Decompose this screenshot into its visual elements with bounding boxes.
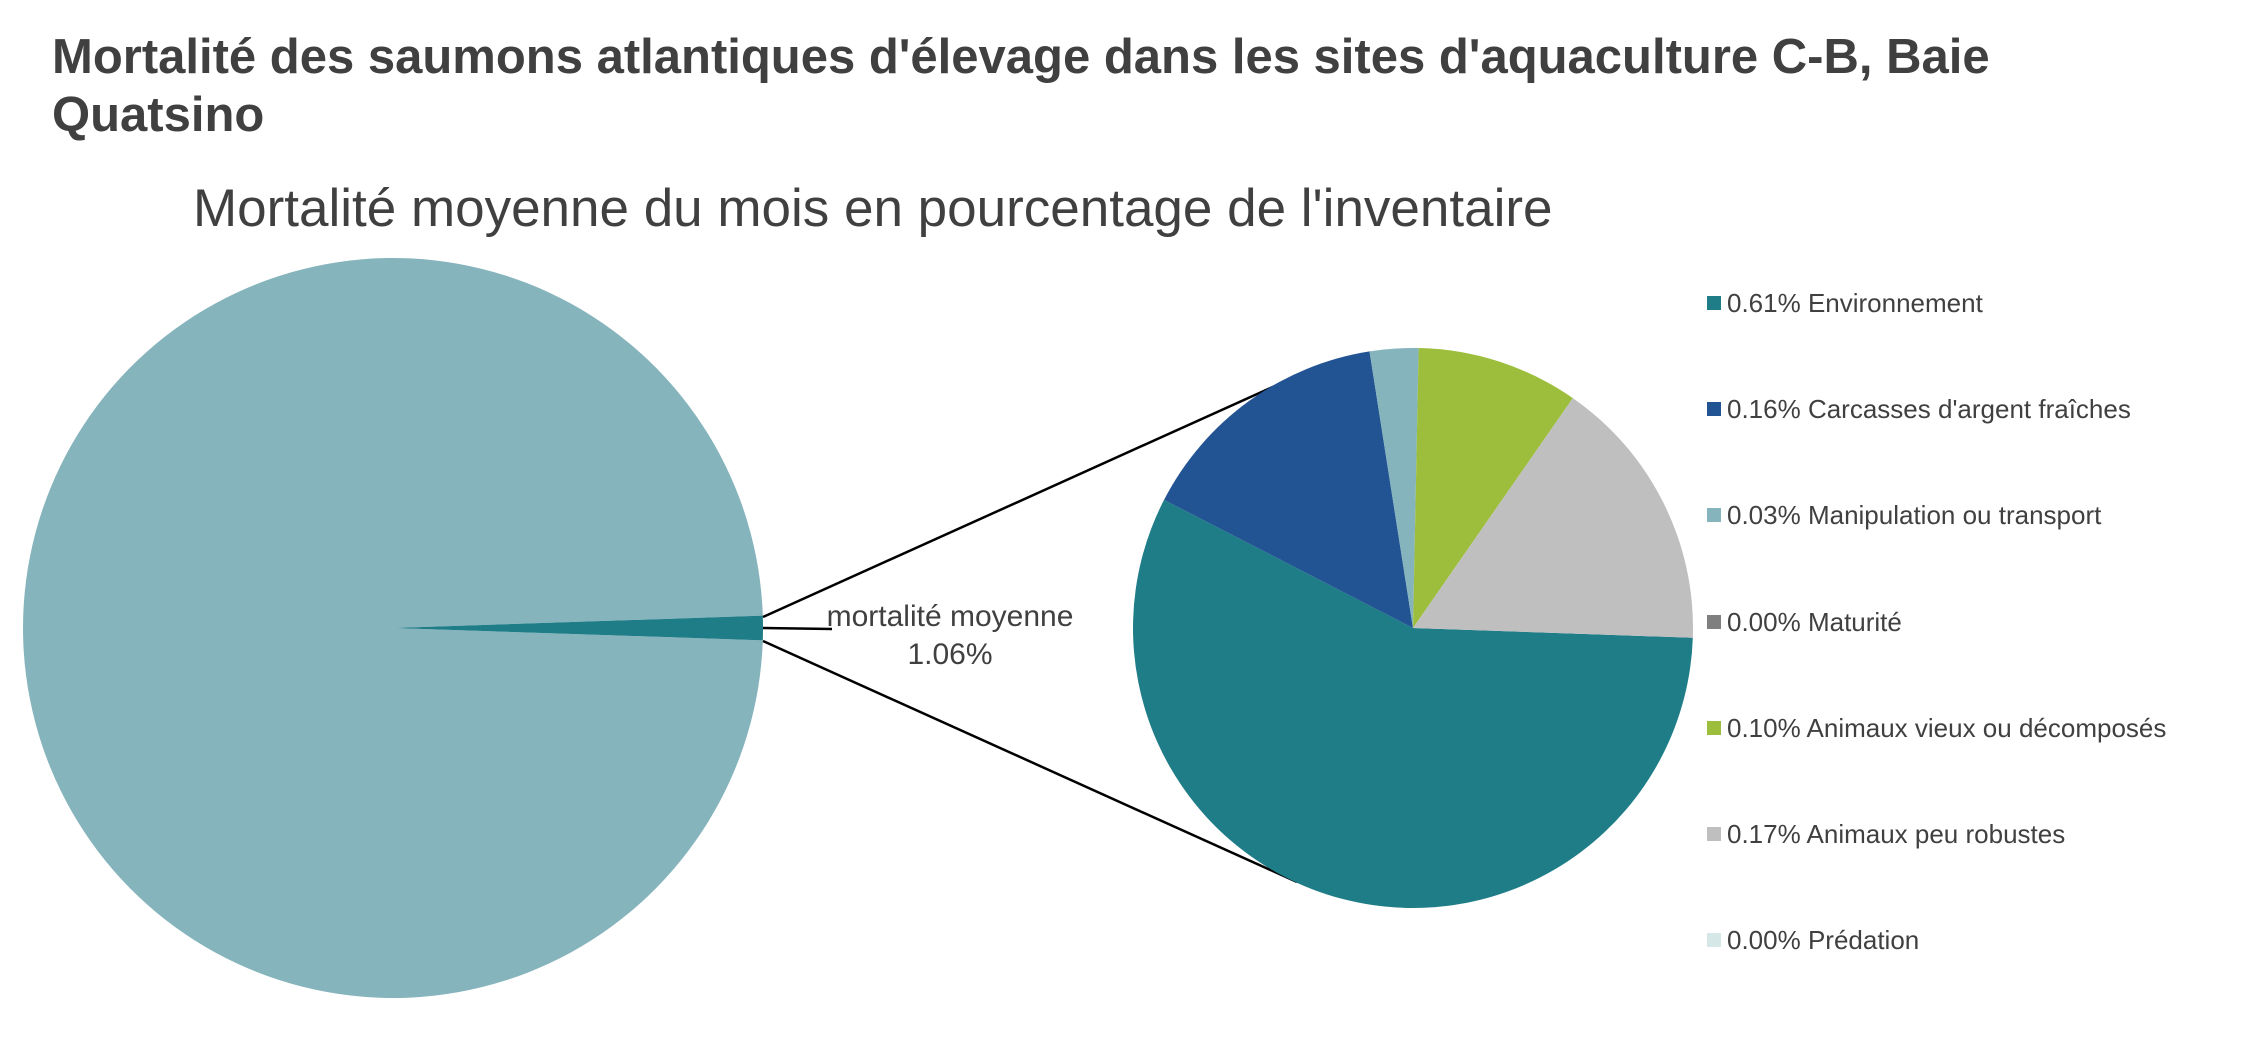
legend-label: 0.10% Animaux vieux ou décomposés — [1727, 712, 2167, 743]
secondary-pie-slice — [1369, 348, 1419, 628]
legend-item: 0.17% Animaux peu robustes — [1707, 814, 2065, 854]
legend-swatch-icon — [1707, 827, 1721, 841]
chart-title: Mortalité des saumons atlantiques d'élev… — [52, 30, 1990, 142]
primary-pie-slice-survivors — [22, 258, 763, 999]
legend-label: 0.16% Carcasses d'argent fraîches — [1727, 393, 2131, 424]
primary-pie — [22, 258, 763, 999]
label-leader-line — [762, 626, 833, 631]
legend-item: 0.10% Animaux vieux ou décomposés — [1707, 708, 2166, 748]
connector-lines — [762, 374, 1298, 884]
total-mortality-label: mortalité moyenne 1.06% — [820, 598, 1080, 674]
legend-swatch-icon — [1707, 508, 1721, 522]
total-mortality-caption: mortalité moyenne — [826, 600, 1074, 633]
secondary-pie-slice — [1413, 348, 1573, 628]
primary-pie-slice-mortality — [393, 615, 763, 641]
legend-item: 0.03% Manipulation ou transport — [1707, 495, 2101, 535]
legend-item: 0.16% Carcasses d'argent fraîches — [1707, 389, 2131, 429]
legend-swatch-icon — [1707, 615, 1721, 629]
legend-label: 0.00% Prédation — [1727, 924, 1920, 955]
legend-swatch-icon — [1707, 721, 1721, 735]
secondary-pie — [1133, 348, 1693, 908]
connector-line-bottom — [762, 639, 1298, 884]
legend-label: 0.17% Animaux peu robustes — [1727, 818, 2066, 849]
legend-swatch-icon — [1707, 933, 1721, 947]
connector-line-top — [762, 374, 1298, 619]
secondary-pie-slice — [1164, 351, 1413, 628]
chart-subtitle: Mortalité moyenne du mois en pourcentage… — [193, 179, 1553, 238]
legend-swatch-icon — [1707, 296, 1721, 310]
legend-item: 0.00% Prédation — [1707, 920, 1919, 960]
legend-label: 0.03% Manipulation ou transport — [1727, 499, 2102, 530]
legend-item: 0.00% Maturité — [1707, 602, 1902, 642]
legend-label: 0.00% Maturité — [1727, 606, 1902, 637]
legend-label: 0.61% Environnement — [1727, 287, 1983, 318]
secondary-pie-slice — [1133, 499, 1693, 908]
legend-item: 0.61% Environnement — [1707, 283, 1983, 323]
secondary-pie-slice — [1413, 398, 1693, 638]
legend-swatch-icon — [1707, 402, 1721, 416]
total-mortality-value: 1.06% — [907, 638, 993, 671]
